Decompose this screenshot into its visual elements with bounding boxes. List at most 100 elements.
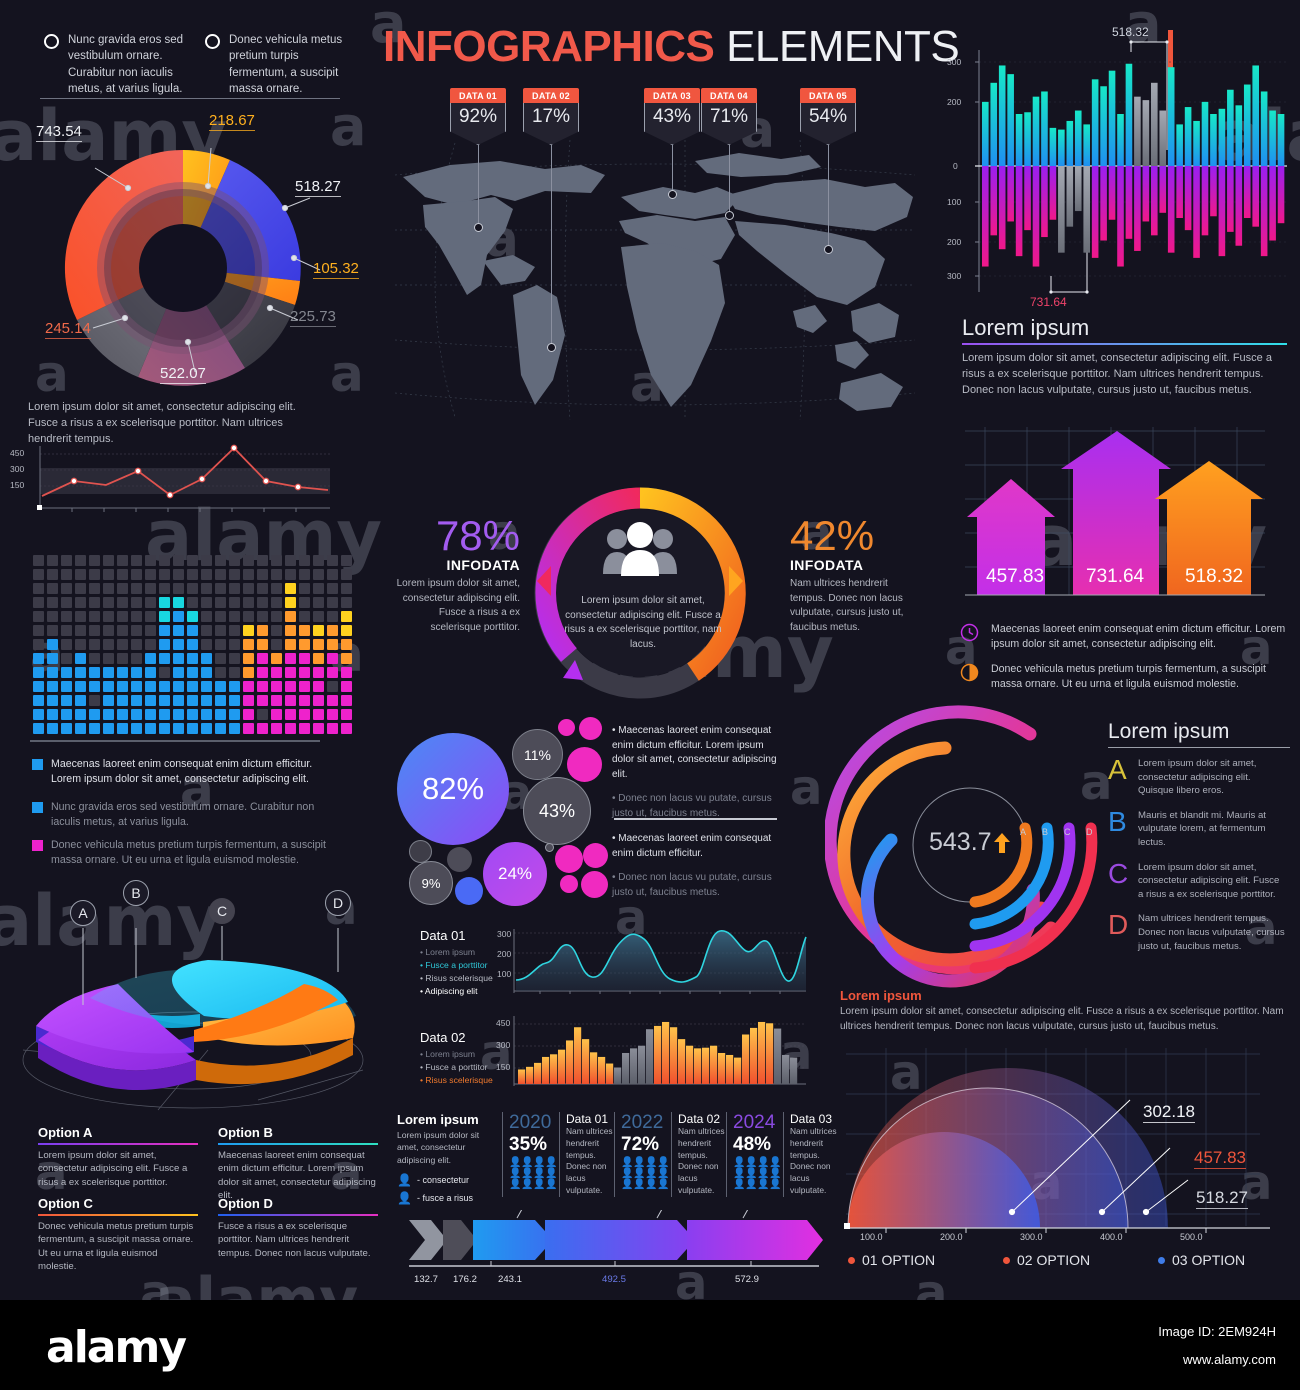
watermark: a [790, 760, 823, 816]
data01-title: Data 01 [420, 928, 466, 943]
data02-bar [750, 1027, 758, 1084]
map-pin-caption: DATA 01 [450, 88, 506, 103]
pie-marker-a[interactable]: A [70, 900, 96, 926]
heatmap-cell [131, 639, 142, 650]
bipolar-bar-down [1024, 166, 1031, 231]
data02-bar [662, 1021, 670, 1084]
map-pin-dot [546, 343, 556, 352]
mini-line-chart[interactable] [22, 440, 342, 520]
pie-marker-c[interactable]: C [209, 898, 235, 924]
map-pin-1[interactable]: DATA 01 92% [450, 88, 506, 232]
bubble-9[interactable]: 9% [409, 861, 453, 905]
infodata-center-text: Lorem ipsum dolor sit amet, consectetur … [564, 595, 722, 650]
timeline-arrow-bar[interactable] [395, 1210, 825, 1280]
bipolar-bar-down [1269, 166, 1276, 241]
bipolar-bar-down [1125, 166, 1133, 239]
heatmap-cell [327, 569, 338, 580]
data02-bar-chart[interactable] [500, 1012, 810, 1094]
map-pin-3[interactable]: DATA 03 43% [644, 88, 700, 199]
pie-marker-b[interactable]: B [123, 880, 149, 906]
heatmap-cell [159, 639, 170, 650]
timeline-intro-title: Lorem ipsum [397, 1112, 479, 1127]
data01-area-chart[interactable] [500, 925, 810, 1005]
infodata-right: 42% INFODATA Nam ultrices hendrerit temp… [790, 515, 920, 635]
bipolar-bar-up [1100, 86, 1107, 166]
heatmap-cell [159, 625, 170, 636]
heatmap-cell [215, 709, 226, 720]
heatmap-cell [117, 625, 128, 636]
heatmap-cell [131, 569, 142, 580]
pie-marker-d[interactable]: D [325, 890, 351, 916]
heatmap-cell [47, 667, 58, 678]
heatmap-cell [229, 695, 240, 706]
radar-semicircle-chart[interactable] [840, 1040, 1290, 1270]
abcd-panel-rule [1108, 747, 1290, 748]
bubble-notes-divider [614, 818, 777, 820]
mini-line-tick-450: 450 [10, 448, 25, 458]
heatmap-cell [257, 667, 268, 678]
timeline-axis-5: 572.9 [735, 1274, 760, 1285]
map-pin-5[interactable]: DATA 05 54% [800, 88, 856, 254]
spiral-ring-chart[interactable] [825, 700, 1115, 990]
map-pin-caption: DATA 03 [644, 88, 700, 103]
bubble-82[interactable]: 82% [397, 733, 509, 845]
abcd-text: Lorem ipsum dolor sit amet, consectetur … [1138, 758, 1257, 797]
heatmap-cell [187, 555, 198, 566]
bipolar-bar-down [1243, 166, 1251, 218]
timeline-pct: 72% [621, 1134, 660, 1155]
abcd-panel-title: Lorem ipsum [1108, 720, 1230, 743]
map-pin-value: 71% [701, 103, 757, 145]
heatmap-cell [229, 583, 240, 594]
pie-3d-chart[interactable] [8, 930, 378, 1140]
heatmap-cell [229, 597, 240, 608]
map-pin-2[interactable]: DATA 02 17% [523, 88, 579, 352]
bubble-43[interactable]: 43% [523, 777, 591, 845]
arrow-bar-chart[interactable] [955, 425, 1285, 620]
heatmap-cell [131, 555, 142, 566]
bipolar-bar-down [990, 166, 998, 236]
heatmap-cell [89, 681, 100, 692]
bipolar-bar-up [1184, 107, 1192, 166]
map-pin-caption: DATA 02 [523, 88, 579, 103]
donut-chart[interactable] [63, 148, 303, 388]
spiral-arc-label-a: A [1020, 827, 1027, 837]
bubble-dot [558, 719, 575, 736]
heatmap-cell [243, 555, 254, 566]
abcd-letter: A [1108, 754, 1127, 785]
heatmap-cell [173, 555, 184, 566]
data02-bar [774, 1028, 782, 1084]
bipolar-bar-up [998, 65, 1006, 166]
bubble-11[interactable]: 11% [512, 729, 563, 780]
bullet-ring-icon [205, 34, 220, 49]
heatmap-cell [173, 625, 184, 636]
bubble-note: Maecenas laoreet enim consequat enim dic… [612, 725, 777, 780]
heatmap-cell [75, 723, 86, 734]
dot-matrix-heatmap[interactable] [33, 555, 352, 734]
bubble-24[interactable]: 24% [483, 842, 547, 906]
timeline-col-3: 2024 48% 👤 👤 👤 👤 👤 👤 👤 👤 👤 👤 👤 👤 Data 03 Nam ultr… [726, 1112, 838, 1197]
heatmap-cell [299, 667, 310, 678]
heatmap-cell [61, 709, 72, 720]
infodata-ring[interactable] [525, 478, 755, 708]
heatmap-cell [285, 555, 296, 566]
data02-bar [646, 1029, 654, 1084]
bipolar-bar-up [1151, 82, 1158, 166]
heatmap-cell [215, 639, 226, 650]
heatmap-cell [145, 569, 156, 580]
option-b: Option B Maecenas laoreet enim consequat… [218, 1125, 378, 1203]
donut-label-5: 522.07 [160, 365, 206, 384]
bubble-notes-top: • Maecenas laoreet enim consequat enim d… [612, 725, 777, 819]
heatmap-cell [257, 709, 268, 720]
bipolar-bar-chart[interactable] [955, 20, 1290, 310]
header-divider [40, 98, 340, 99]
heatmap-cell [61, 625, 72, 636]
map-pin-4[interactable]: DATA 04 71% [701, 88, 757, 220]
bubble-chart[interactable]: 82% 11% 43% 24% 9% [395, 715, 615, 906]
bipolar-bar-up [982, 101, 989, 166]
heatmap-cell [75, 625, 86, 636]
heatmap-cell [187, 681, 198, 692]
bipolar-tick-up-200: 200 [947, 97, 962, 107]
heatmap-cell [117, 583, 128, 594]
bipolar-bar-down [1117, 166, 1124, 267]
bipolar-bar-up [1134, 96, 1141, 166]
